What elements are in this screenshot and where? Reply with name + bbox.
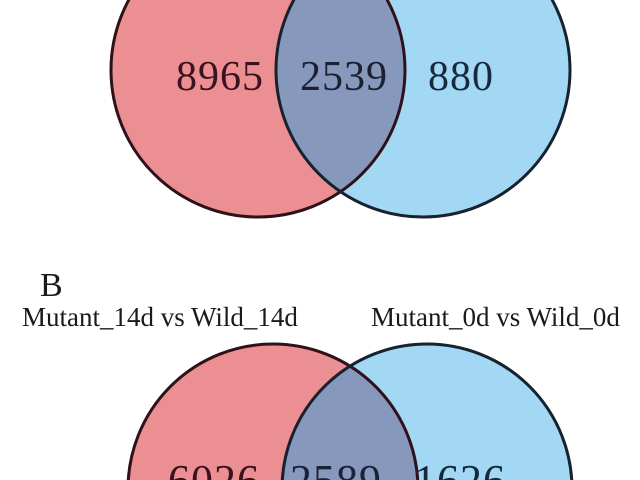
venn-b-overlap-count: 2589 (290, 459, 382, 480)
venn-a-left-count: 8965 (176, 54, 264, 100)
venn-b-right-set-label: Mutant_0d vs Wild_0d (371, 302, 620, 332)
venn-panel-a (109, 0, 572, 219)
venn-panel-b (126, 342, 574, 480)
venn-a-overlap-count: 2539 (300, 54, 388, 100)
venn-b-left-count: 6026 (168, 459, 260, 480)
venn-a-left-outline (109, 0, 407, 219)
venn-a-right-outline (274, 0, 572, 219)
venn-b-right-outline (280, 342, 574, 480)
venn-b-left-outline (126, 342, 420, 480)
venn-a-right-count: 880 (428, 54, 494, 100)
panel-b-label: B (40, 267, 63, 304)
venn-b-right-count: 1626 (414, 459, 506, 480)
venn-b-left-set-label: Mutant_14d vs Wild_14d (22, 302, 298, 332)
venn-b-overlap-region (282, 344, 418, 480)
venn-a-overlap-region (276, 0, 405, 217)
